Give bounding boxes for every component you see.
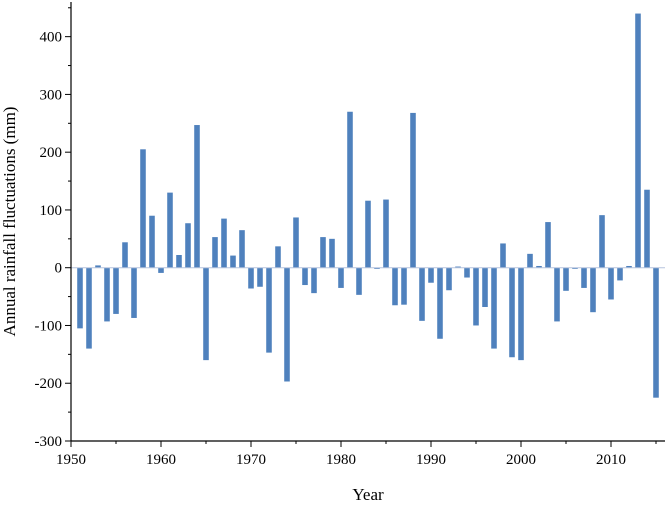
bar-1999 xyxy=(509,267,515,358)
bar-1961 xyxy=(167,192,173,268)
bar-1988 xyxy=(410,112,416,268)
x-tick-label: 1990 xyxy=(416,452,446,468)
bar-1981 xyxy=(347,111,353,268)
bar-2013 xyxy=(635,13,641,268)
bar-2004 xyxy=(554,267,560,322)
bar-1994 xyxy=(464,267,470,278)
bar-1980 xyxy=(338,267,344,288)
bar-1984 xyxy=(374,267,380,269)
bar-1952 xyxy=(86,267,92,349)
bar-1968 xyxy=(230,255,236,268)
bar-1983 xyxy=(365,200,371,268)
bar-1951 xyxy=(77,267,83,329)
y-tick-label: 200 xyxy=(40,145,63,161)
bar-1985 xyxy=(383,199,389,268)
bar-2007 xyxy=(581,267,587,288)
y-tick-label: 300 xyxy=(40,87,63,103)
bar-1966 xyxy=(212,237,218,268)
bar-2000 xyxy=(518,267,524,361)
bar-1958 xyxy=(140,149,146,268)
y-tick-label: -300 xyxy=(35,434,63,450)
bar-1977 xyxy=(311,267,317,294)
bar-1992 xyxy=(446,267,452,291)
y-tick-label: 100 xyxy=(40,203,63,219)
bar-1997 xyxy=(491,267,497,349)
bar-1979 xyxy=(329,238,335,268)
y-tick-label: -100 xyxy=(35,318,63,334)
bar-1957 xyxy=(131,267,137,318)
bar-1962 xyxy=(176,255,182,268)
bar-1995 xyxy=(473,267,479,326)
bar-1969 xyxy=(239,230,245,268)
bar-1964 xyxy=(194,125,200,268)
y-tick-label: 400 xyxy=(40,30,63,46)
bar-1971 xyxy=(257,267,263,287)
bar-2005 xyxy=(563,267,569,291)
x-axis-title: Year xyxy=(352,485,384,504)
bar-2015 xyxy=(653,267,659,398)
bar-1989 xyxy=(419,267,425,321)
bar-2009 xyxy=(599,215,605,268)
bar-1967 xyxy=(221,218,227,268)
bar-1993 xyxy=(455,266,461,268)
bar-1970 xyxy=(248,267,254,289)
bar-1975 xyxy=(293,217,299,268)
bar-1987 xyxy=(401,267,407,305)
x-tick-label: 1970 xyxy=(236,452,266,468)
ticks-group: -300 -200 -100 0 100 200 300 400 1950 1960 1970 198… xyxy=(35,7,657,468)
y-tick-label: 0 xyxy=(55,261,63,277)
x-tick-label: 2010 xyxy=(596,452,626,468)
bar-1956 xyxy=(122,242,128,268)
bar-2002 xyxy=(536,265,542,268)
bar-1978 xyxy=(320,237,326,268)
bar-2006 xyxy=(572,267,578,269)
bar-2001 xyxy=(527,253,533,268)
bar-1974 xyxy=(284,267,290,382)
bar-1990 xyxy=(428,267,434,283)
bar-1991 xyxy=(437,267,443,339)
bar-2008 xyxy=(590,267,596,313)
y-axis-title: Annual rainfall fluctuations (mm) xyxy=(0,107,19,337)
bar-1996 xyxy=(482,267,488,307)
x-tick-label: 2000 xyxy=(506,452,536,468)
bar-2010 xyxy=(608,267,614,300)
bar-1998 xyxy=(500,243,506,268)
bar-1960 xyxy=(158,267,164,273)
bar-1963 xyxy=(185,223,191,268)
bar-2011 xyxy=(617,267,623,281)
bar-1953 xyxy=(95,265,101,268)
bar-1954 xyxy=(104,267,110,322)
y-tick-label: -200 xyxy=(35,376,63,392)
x-tick-label: 1950 xyxy=(56,452,86,468)
bar-1965 xyxy=(203,267,209,361)
bar-1955 xyxy=(113,267,119,314)
bar-1976 xyxy=(302,267,308,286)
bar-1959 xyxy=(149,215,155,268)
bar-2003 xyxy=(545,222,551,268)
bar-1986 xyxy=(392,267,398,306)
x-tick-label: 1960 xyxy=(146,452,176,468)
bar-2014 xyxy=(644,189,650,268)
bar-2012 xyxy=(626,265,632,268)
x-tick-label: 1980 xyxy=(326,452,356,468)
bar-1973 xyxy=(275,246,281,268)
bars-group xyxy=(77,13,659,398)
bar-1982 xyxy=(356,267,362,295)
bar-1972 xyxy=(266,267,272,353)
